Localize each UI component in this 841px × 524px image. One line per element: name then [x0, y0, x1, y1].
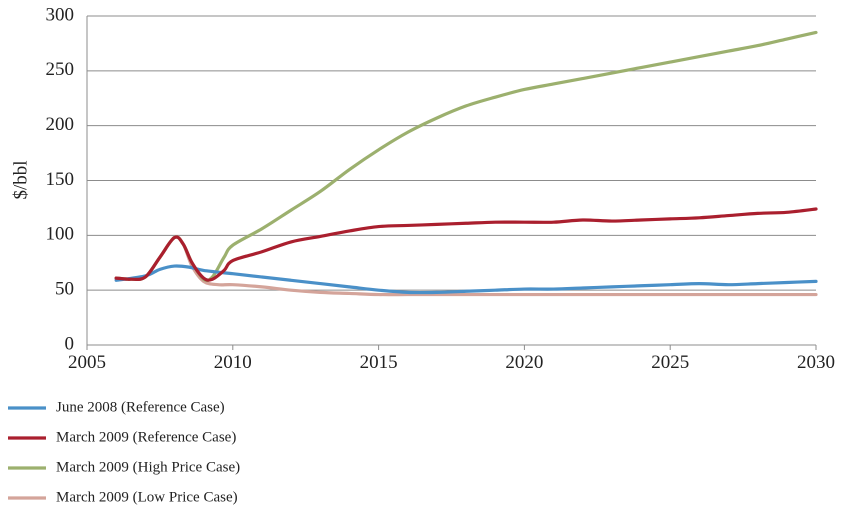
- x-tick-label: 2010: [214, 352, 252, 373]
- y-tick-label: 250: [46, 59, 75, 80]
- legend-label: March 2009 (High Price Case): [56, 459, 240, 475]
- x-tick-label: 2030: [797, 352, 835, 373]
- x-tick-label: 2015: [360, 352, 398, 373]
- y-axis-title: $/bbl: [10, 160, 31, 199]
- series-line-3: [114, 30, 818, 283]
- series-line-1: [114, 264, 818, 295]
- x-tick-label: 2020: [505, 352, 543, 373]
- legend: June 2008 (Reference Case) March 2009 (Re…: [8, 399, 240, 505]
- legend-item: June 2008 (Reference Case): [8, 399, 225, 415]
- axes: [86, 16, 817, 350]
- y-tick-label: 300: [46, 4, 75, 25]
- y-tick-label: 100: [46, 224, 75, 245]
- x-tick-label: 2005: [68, 352, 106, 373]
- y-tick-label: 50: [55, 279, 74, 300]
- series-line-4: [114, 235, 818, 297]
- legend-item: March 2009 (High Price Case): [8, 459, 240, 475]
- legend-item: March 2009 (Reference Case): [8, 429, 236, 445]
- legend-item: March 2009 (Low Price Case): [8, 489, 238, 505]
- gridlines: [87, 15, 816, 291]
- y-tick-label: 150: [46, 169, 75, 190]
- tick-labels: 0 50 100 150 200 250 300 2005 2010 2015 2020 2025 20…: [46, 4, 836, 373]
- legend-label: March 2009 (Reference Case): [56, 429, 236, 445]
- y-tick-label: 200: [46, 114, 75, 135]
- legend-label: June 2008 (Reference Case): [56, 399, 225, 415]
- y-tick-label: 0: [65, 333, 75, 354]
- series-lines: [114, 30, 818, 297]
- x-tick-label: 2025: [651, 352, 689, 373]
- legend-label: March 2009 (Low Price Case): [56, 489, 238, 505]
- series-line-2: [114, 207, 818, 282]
